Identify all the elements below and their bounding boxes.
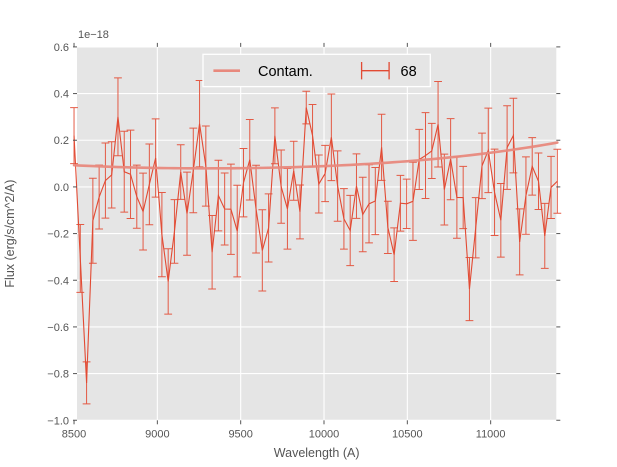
svg-text:1e−18: 1e−18 [78,29,109,41]
svg-text:−0.4: −0.4 [47,275,69,287]
svg-text:−1.0: −1.0 [47,415,69,427]
svg-text:10500: 10500 [392,428,423,440]
svg-text:9500: 9500 [228,428,252,440]
svg-text:0.2: 0.2 [54,135,69,147]
svg-text:11000: 11000 [476,428,506,440]
svg-text:−0.6: −0.6 [47,322,69,334]
svg-text:0.4: 0.4 [54,89,69,101]
svg-text:9000: 9000 [145,428,169,440]
svg-text:0.6: 0.6 [54,42,69,54]
svg-text:Wavelength (A): Wavelength (A) [274,446,360,460]
svg-text:0.0: 0.0 [54,182,69,194]
svg-text:Contam.: Contam. [258,64,313,80]
svg-text:−0.8: −0.8 [47,369,69,381]
svg-text:10000: 10000 [309,428,340,440]
svg-text:68: 68 [401,64,417,80]
svg-text:8500: 8500 [62,428,86,440]
svg-text:Flux (erg/s/cm^2/A): Flux (erg/s/cm^2/A) [3,180,17,288]
svg-text:−0.2: −0.2 [47,229,69,241]
